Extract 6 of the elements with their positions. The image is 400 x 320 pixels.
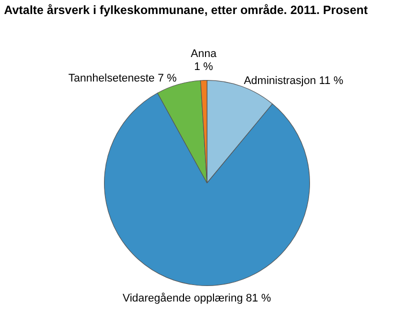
slice-label: Anna (190, 48, 218, 60)
data-label: 1 % (194, 60, 214, 73)
chart-title: Avtalte årsverk i fylkeskommunane, etter område. 2011. Prosent (4, 3, 368, 17)
slice-label: Tannhelseteneste 7 % (68, 72, 177, 85)
slice-label: Vidaregående opplæring 81 % (122, 292, 272, 305)
slice-label: Administrasjon 11 % (244, 74, 344, 87)
